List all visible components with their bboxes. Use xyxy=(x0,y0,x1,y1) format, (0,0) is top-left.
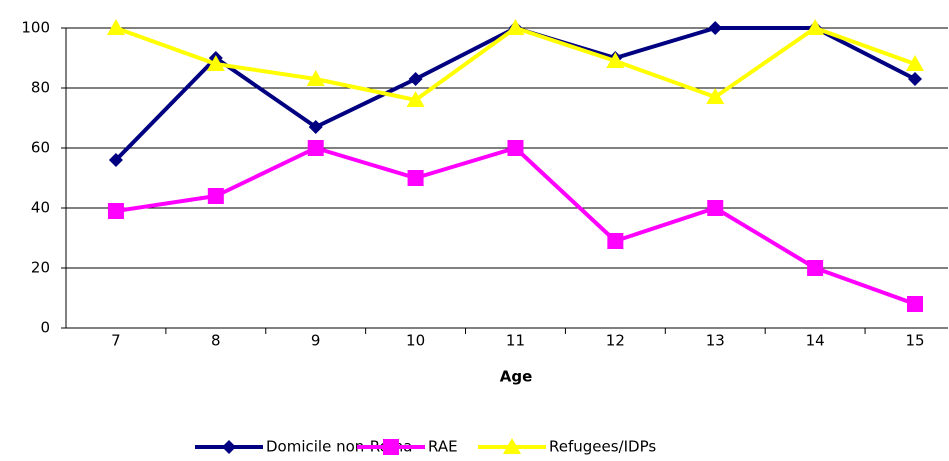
x-tick-label: 15 xyxy=(905,332,924,350)
marker xyxy=(807,260,824,276)
series-line xyxy=(115,146,916,306)
marker xyxy=(207,188,224,204)
marker xyxy=(408,72,423,86)
marker xyxy=(507,140,524,156)
marker xyxy=(707,200,724,216)
marker xyxy=(407,170,424,186)
marker xyxy=(806,19,825,35)
legend-label: Domicile non-Roma xyxy=(266,438,412,456)
marker xyxy=(107,203,124,219)
x-tick-label: 10 xyxy=(406,332,425,350)
marker xyxy=(908,72,922,86)
x-tick-label: 13 xyxy=(706,332,725,350)
y-tick-label: 60 xyxy=(31,139,50,157)
marker xyxy=(306,70,325,86)
x-axis-label: Age xyxy=(500,368,533,386)
series-line xyxy=(115,26,916,102)
marker xyxy=(708,21,723,35)
y-tick-label: 100 xyxy=(21,19,50,37)
x-tick-label: 11 xyxy=(506,332,525,350)
marker xyxy=(506,19,525,35)
y-tick-label: 40 xyxy=(31,199,50,217)
x-tick-label: 14 xyxy=(806,332,825,350)
x-tick-label: 9 xyxy=(311,332,321,350)
legend-label: RAE xyxy=(428,438,458,456)
x-tick-label: 12 xyxy=(606,332,625,350)
marker xyxy=(706,88,725,104)
marker xyxy=(906,55,924,71)
y-tick-label: 20 xyxy=(31,259,50,277)
marker xyxy=(383,439,399,455)
x-tick-label: 8 xyxy=(211,332,221,350)
marker xyxy=(606,52,625,68)
marker xyxy=(206,55,225,71)
marker xyxy=(308,120,323,134)
legend-label: Refugees/IDPs xyxy=(549,438,656,456)
marker xyxy=(106,19,125,35)
y-tick-label: 0 xyxy=(40,319,50,337)
marker xyxy=(607,233,624,249)
marker xyxy=(307,140,324,156)
marker xyxy=(222,440,236,454)
y-tick-label: 80 xyxy=(31,79,50,97)
marker xyxy=(406,91,425,107)
x-tick-label: 7 xyxy=(111,332,121,350)
marker xyxy=(108,153,123,167)
marker xyxy=(503,438,521,454)
marker xyxy=(907,296,923,312)
